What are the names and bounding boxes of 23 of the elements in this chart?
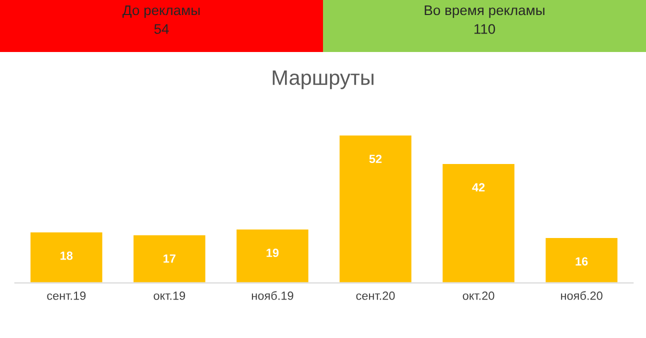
text: 54 bbox=[154, 24, 169, 34]
data-label: 16 bbox=[576, 257, 588, 266]
bar bbox=[441, 162, 516, 283]
bar bbox=[338, 134, 413, 283]
bar bbox=[132, 234, 207, 283]
x-tick-label: окт.19 bbox=[154, 292, 186, 300]
x-tick-label: нояб.19 bbox=[252, 291, 294, 300]
data-label: 42 bbox=[472, 183, 485, 192]
bar bbox=[235, 228, 310, 283]
bar bbox=[544, 236, 619, 283]
x-tick-label: нояб.20 bbox=[561, 291, 602, 300]
data-label: 18 bbox=[60, 252, 73, 260]
bar bbox=[29, 230, 104, 283]
text: До рекламы bbox=[122, 5, 200, 18]
chart-title: Маршруты bbox=[272, 70, 374, 90]
x-tick-label: сент.19 bbox=[47, 292, 86, 300]
data-label: 52 bbox=[369, 154, 382, 164]
x-tick-label: окт.20 bbox=[462, 292, 494, 300]
data-label: 19 bbox=[266, 248, 279, 258]
text: 110 bbox=[474, 24, 496, 34]
x-tick-label: сент.20 bbox=[356, 292, 395, 300]
text: Во время рекламы bbox=[424, 5, 544, 18]
data-label: 17 bbox=[164, 254, 176, 263]
